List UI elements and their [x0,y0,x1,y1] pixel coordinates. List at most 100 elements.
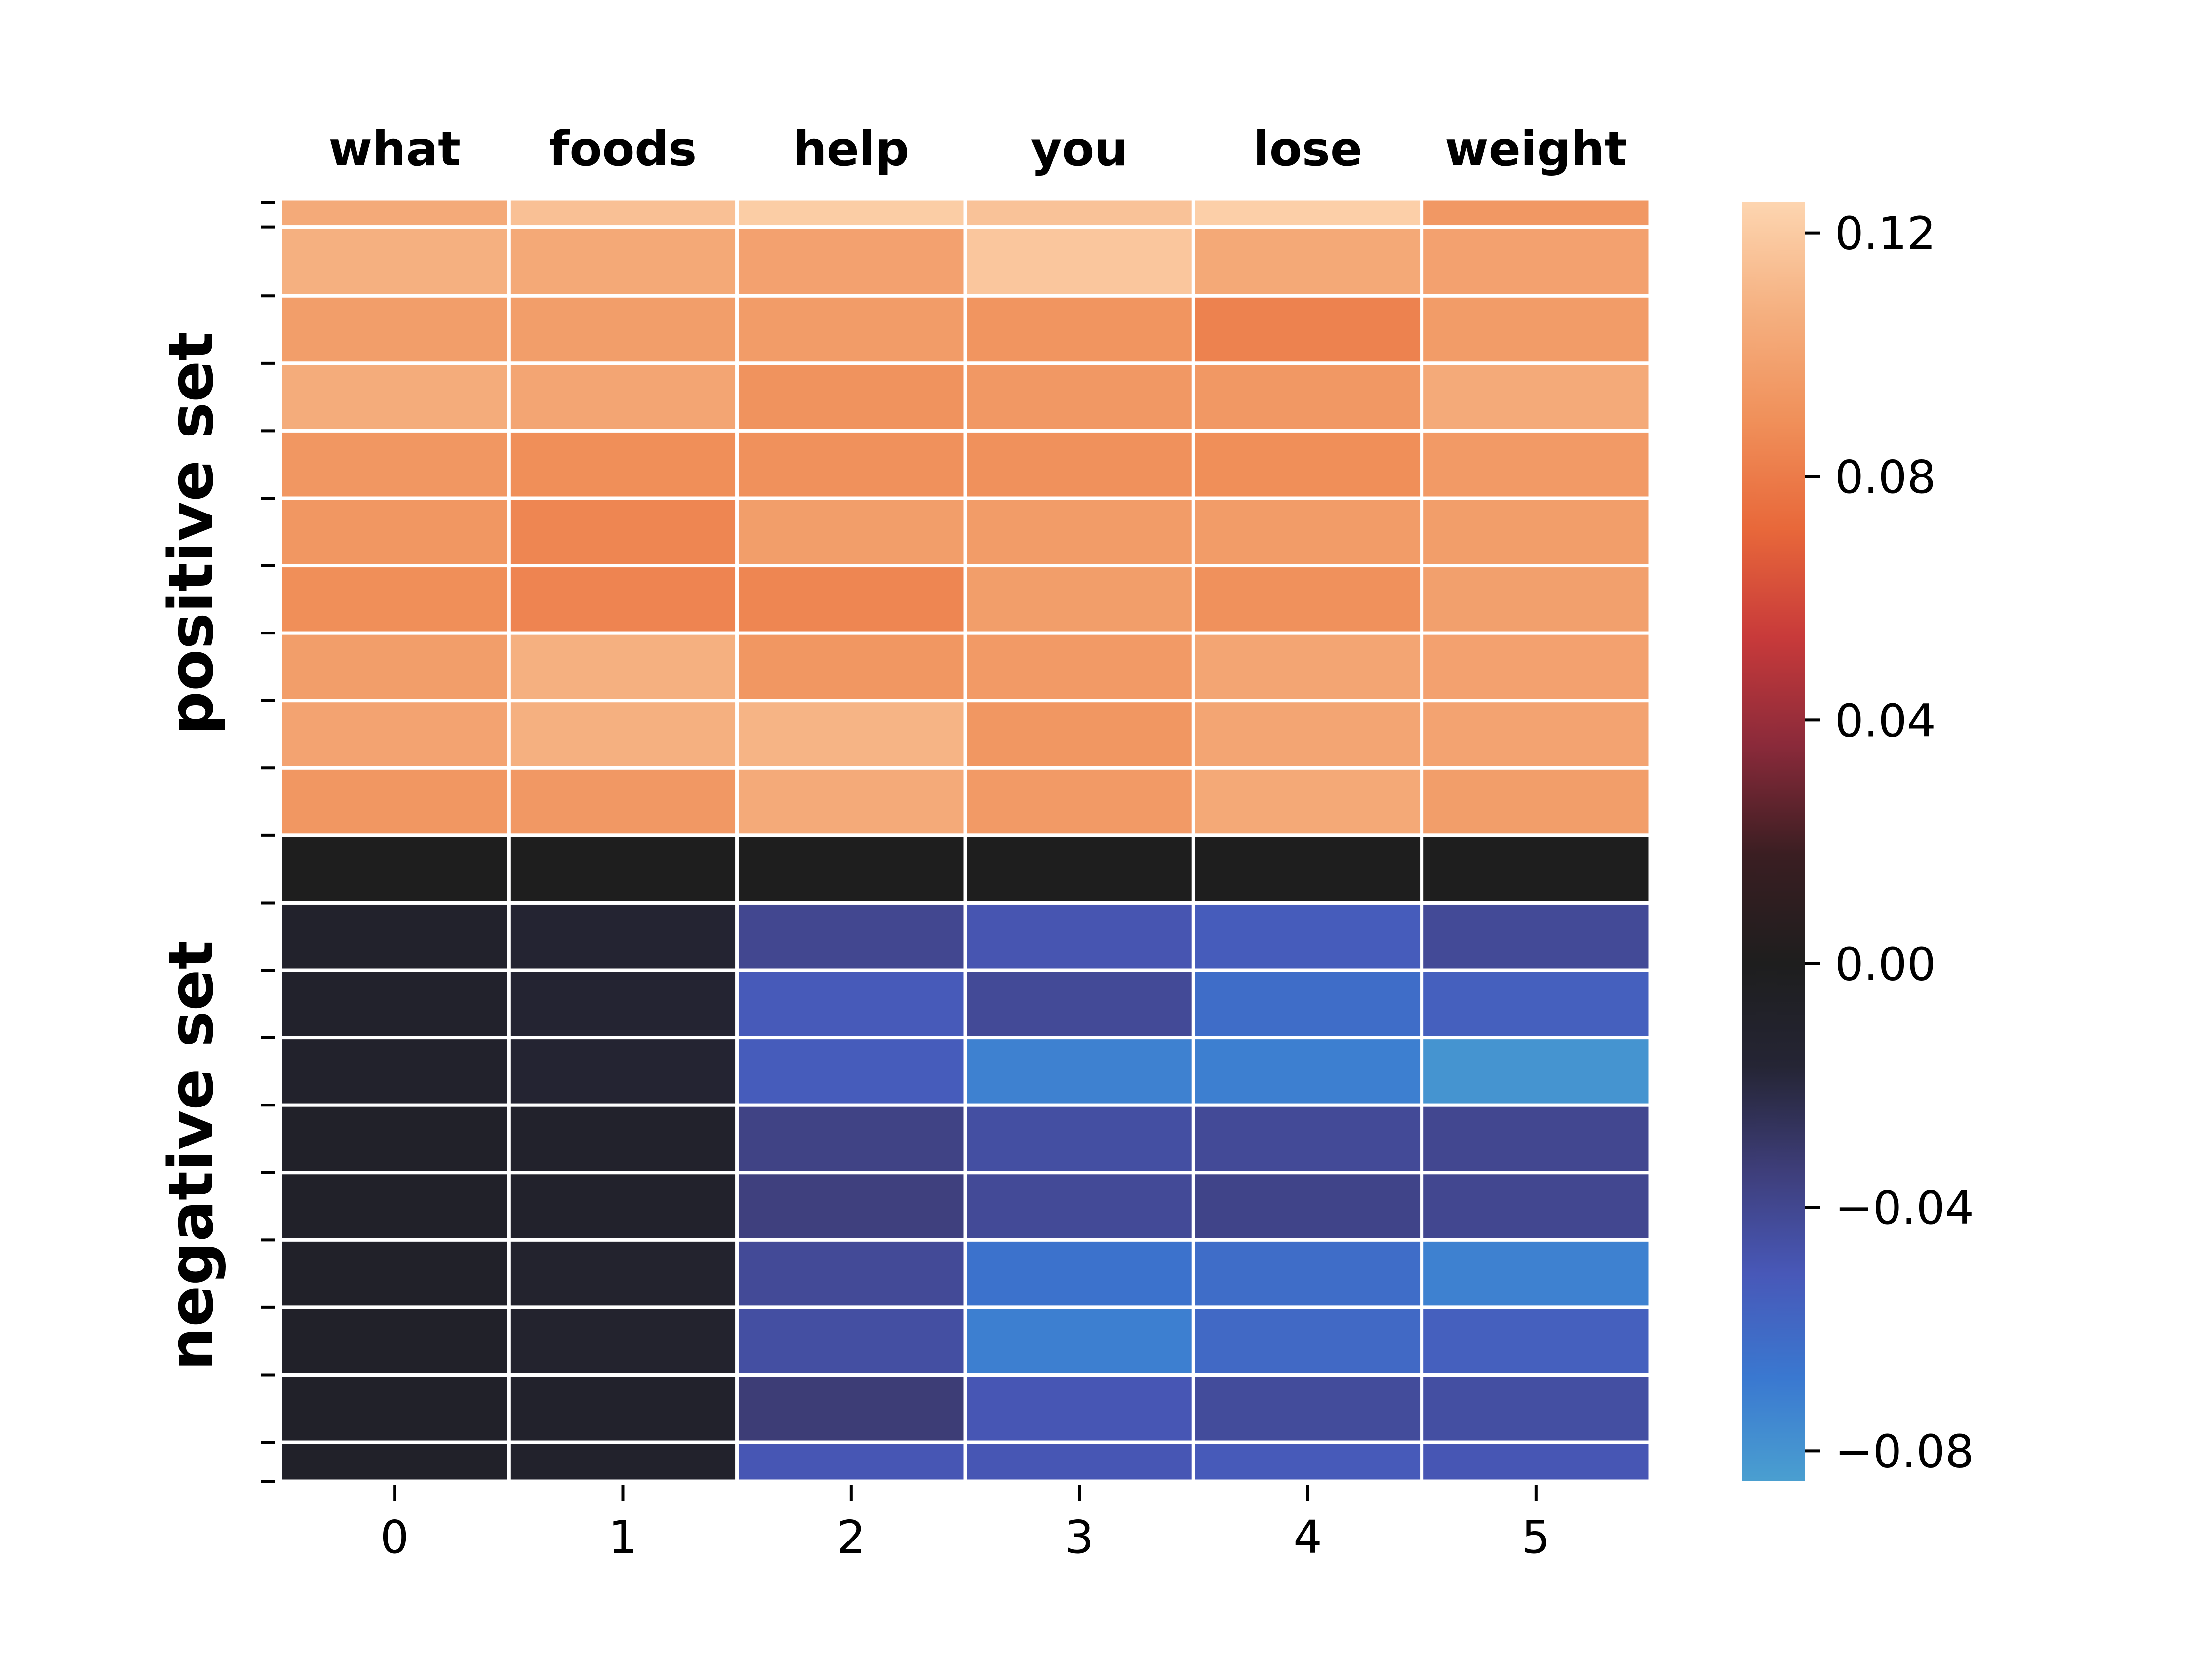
token-labels: what foods help you lose weight [328,121,1627,177]
heatmap-cell [1420,766,1652,837]
heatmap-cell [735,766,967,837]
heatmap-cell [735,294,967,365]
heatmap-cell [963,1036,1195,1107]
colorbar-tick-label: −0.08 [1835,1425,1974,1478]
heatmap-cell [1420,1305,1652,1377]
token-label: what [328,121,461,177]
heatmap-cell [735,1440,967,1483]
heatmap-cell [963,901,1195,972]
heatmap-cell [1420,294,1652,365]
heatmap-cell [1191,631,1424,703]
heatmap-cell [278,197,511,229]
heatmap-cell [278,1373,511,1444]
heatmap-cell [1420,1373,1652,1444]
y-axis-ticks [261,201,275,1483]
heatmap-cell [963,1373,1195,1444]
heatmap-cell [735,197,967,229]
heatmap-cell [278,1238,511,1309]
heatmap-cell [278,1103,511,1175]
heatmap-cell [278,968,511,1040]
heatmap-cell [735,833,967,905]
heatmap-cell [507,294,739,365]
heatmap-cell [963,361,1195,433]
heatmap-cell [963,496,1195,568]
heatmap-cell [1191,225,1424,298]
heatmap-cell [1191,766,1424,837]
heatmap-cell [507,197,739,229]
heatmap-cell [507,766,739,837]
heatmap-cell [963,1238,1195,1309]
heatmap-cell [278,564,511,635]
heatmap-cell [507,429,739,500]
heatmap-cell [963,968,1195,1040]
heatmap-cell [507,1238,739,1309]
heatmap-cell [963,1440,1195,1483]
heatmap-cell [963,197,1195,229]
heatmap-cell [735,564,967,635]
heatmap-cell [1420,564,1652,635]
colorbar-tick-label: 0.04 [1835,694,1936,747]
heatmap-cell [1191,1036,1424,1107]
heatmap-cell [1191,564,1424,635]
heatmap-cell [1420,1103,1652,1175]
heatmap-cell [507,901,739,972]
heatmap-cell [1191,361,1424,433]
x-tick-label: 1 [608,1511,637,1564]
heatmap-cell [278,631,511,703]
heatmap-cell [278,429,511,500]
heatmap-cell [963,766,1195,837]
token-label: lose [1253,121,1362,177]
heatmap-cell [507,361,739,433]
heatmap-cell [735,1373,967,1444]
x-tick-label: 0 [380,1511,409,1564]
heatmap-cell [735,429,967,500]
heatmap-cell [735,1036,967,1107]
heatmap-cell [1191,197,1424,229]
heatmap-cell [735,968,967,1040]
heatmap-cell [507,1305,739,1377]
heatmap-cell [507,1440,739,1483]
colorbar-tick-label: 0.08 [1835,451,1936,504]
colorbar-tick-label: 0.00 [1835,938,1936,991]
heatmap-cell [278,699,511,770]
heatmap-cell [735,225,967,298]
heatmap-cell [1191,429,1424,500]
heatmap-cell [963,699,1195,770]
heatmap-cell [278,225,511,298]
heatmap-cell [1191,699,1424,770]
heatmap-cell [1420,968,1652,1040]
heatmap-cell [1191,1171,1424,1242]
heatmap-cell [278,1171,511,1242]
colorbar: 0.12 0.08 0.04 0.00 −0.04 −0.08 [1742,202,1974,1481]
heatmap-cell [278,294,511,365]
heatmap-cell [963,1103,1195,1175]
heatmap-cell [735,699,967,770]
heatmap-cell [1191,294,1424,365]
token-label: you [1031,121,1128,177]
token-label: foods [549,121,697,177]
heatmap-cell [1191,1440,1424,1483]
heatmap-cell [507,564,739,635]
heatmap-cell [507,1171,739,1242]
heatmap-cell [1420,197,1652,229]
heatmap-cell [1420,496,1652,568]
heatmap-cell [507,225,739,298]
group-label: positive set [156,331,227,735]
heatmap-cell [1420,1171,1652,1242]
heatmap-cell [1191,901,1424,972]
heatmap-cell [963,429,1195,500]
x-tick-label: 3 [1065,1511,1094,1564]
heatmap-cell [963,225,1195,298]
token-label: weight [1445,121,1627,177]
heatmap-cell [735,901,967,972]
heatmap-cell [507,699,739,770]
heatmap-cell [1420,361,1652,433]
heatmap-cell [278,1440,511,1483]
heatmap-cell [278,766,511,837]
x-tick-label: 5 [1522,1511,1551,1564]
heatmap-cell [278,1305,511,1377]
heatmap-cell [278,496,511,568]
heatmap-cell [735,361,967,433]
heatmap-cell [507,631,739,703]
